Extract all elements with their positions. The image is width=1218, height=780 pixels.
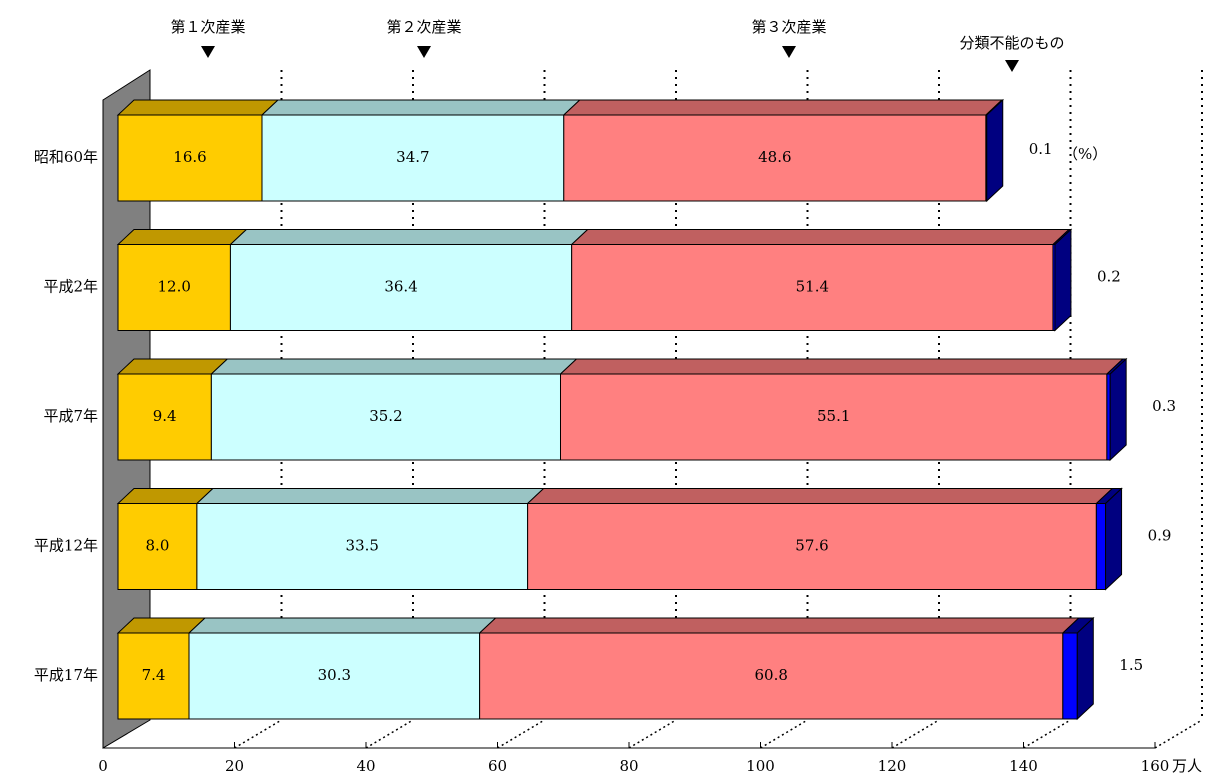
bar-segment [117,114,263,202]
data-label: 30.3 [318,666,351,684]
floor-grid-line [1023,719,1071,749]
data-label: 16.6 [173,148,206,166]
data-label: 51.4 [796,278,829,296]
bar-side [986,98,1004,203]
bar-top [210,358,578,375]
x-tick-label: 120 [878,757,907,775]
series-label: 第１次産業 [170,18,245,36]
bar-segment [196,503,529,590]
bar-segment [188,632,481,720]
bar-segment [527,503,1097,590]
data-label: 8.0 [146,537,170,555]
data-label: 12.0 [158,278,191,296]
y-tick-label: 平成2年 [43,278,98,296]
data-label: 0.2 [1097,268,1121,286]
bar-segment [559,373,1108,461]
data-label: 34.7 [396,148,429,166]
bar-segment [1062,632,1078,720]
x-tick-label: 160 [1141,757,1170,775]
x-tick-label: 20 [225,757,244,775]
bar-segment [563,114,987,202]
bar-segment [571,244,1054,331]
bar-side [1054,228,1072,332]
floor-grid-line [628,719,677,749]
bar-top [478,617,1081,634]
data-label: 36.4 [384,278,417,296]
floor-grid-line [234,719,282,749]
bar-segment [1095,503,1107,590]
bar-top [195,488,545,504]
data-label: 1.5 [1119,656,1143,674]
annotation: （%） [1063,145,1107,163]
bar-top [559,358,1125,375]
bar-top [116,99,280,116]
bar-segment [117,632,190,720]
x-tick-label: 100 [746,757,775,775]
bar-side [1105,487,1123,591]
series-label: 第３次産業 [751,18,826,36]
floor-grid-line [365,719,414,749]
data-label: 35.2 [369,407,402,425]
data-label: 48.6 [758,148,791,166]
x-tick-label: 0 [98,757,108,775]
bar-top [562,99,1004,116]
y-tick-label: 平成7年 [43,407,98,425]
floor-grid-line [760,719,808,749]
bar-top [260,99,582,116]
x-tick-label: 140 [1009,757,1038,775]
bar-segment [479,632,1064,720]
bar-top [229,229,589,245]
bar-top [116,229,248,245]
x-tick-label: 60 [488,757,507,775]
bar-side [1109,357,1127,462]
y-tick-label: 平成12年 [34,537,98,555]
legend-marker [1005,60,1019,72]
data-label: 9.4 [153,407,177,425]
x-tick-label: 80 [619,757,638,775]
data-label: 33.5 [346,537,379,555]
data-label: 0.9 [1148,527,1172,545]
data-label: 57.6 [795,537,828,555]
data-label: 60.8 [755,666,788,684]
legend-marker [201,46,215,58]
bar-segment [261,114,565,202]
bar-side [1076,616,1094,721]
y-tick-label: 平成17年 [34,666,98,684]
legend-marker [417,46,431,58]
bar-segment [117,244,231,331]
data-label: 55.1 [817,407,850,425]
bar-segment [117,503,198,590]
floor-grid-line [891,719,940,749]
data-label: 0.1 [1029,140,1053,158]
bar-top [570,229,1071,245]
bar-segment [210,373,561,461]
bar-top [116,358,229,375]
floor-grid-line [497,719,545,749]
y-tick-label: 昭和60年 [34,148,98,166]
bar-top [187,617,497,634]
bar-top [526,488,1114,504]
series-label: 分類不能のもの [959,34,1064,52]
x-tick-label: 40 [356,757,375,775]
data-label: 7.4 [142,666,166,684]
floor-grid-line [1154,719,1203,749]
data-label: 0.3 [1152,397,1176,415]
series-label: 第２次産業 [386,18,461,36]
legend-marker [782,46,796,58]
bar-segment [117,373,212,461]
x-axis-label: 万人 [1172,757,1202,775]
